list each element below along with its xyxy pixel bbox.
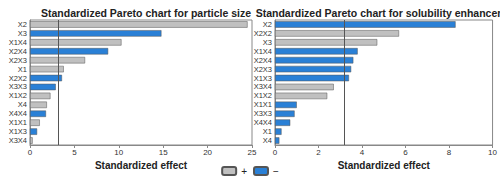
svg-text:20: 20 <box>203 148 212 157</box>
svg-text:+: + <box>241 166 247 177</box>
svg-text:X1: X1 <box>18 65 27 74</box>
svg-text:Standardized effect: Standardized effect <box>95 160 188 171</box>
svg-text:X2: X2 <box>263 20 272 29</box>
svg-text:X3X3: X3X3 <box>254 109 272 118</box>
svg-text:X1X2: X1X2 <box>9 91 27 100</box>
svg-text:X1X4: X1X4 <box>9 38 27 47</box>
svg-text:X2X3: X2X3 <box>254 65 272 74</box>
svg-text:X2X3: X2X3 <box>9 56 27 65</box>
svg-text:−: − <box>273 166 279 177</box>
svg-text:X2X2: X2X2 <box>9 74 27 83</box>
svg-text:Standardized Pareto chart for: Standardized Pareto chart for solubility… <box>256 7 500 19</box>
svg-text:4: 4 <box>360 148 365 157</box>
svg-text:X2: X2 <box>18 20 27 29</box>
svg-text:X1X3: X1X3 <box>254 74 272 83</box>
svg-text:X4X4: X4X4 <box>9 109 27 118</box>
svg-text:0: 0 <box>28 148 33 157</box>
svg-text:2: 2 <box>316 148 321 157</box>
svg-text:X1X1: X1X1 <box>254 100 272 109</box>
svg-text:X1X1: X1X1 <box>9 118 27 127</box>
svg-text:X3X3: X3X3 <box>9 82 27 91</box>
svg-text:0: 0 <box>273 148 278 157</box>
svg-text:Standardized Pareto chart for: Standardized Pareto chart for particle s… <box>41 7 251 19</box>
svg-text:X3: X3 <box>18 29 27 38</box>
svg-text:X1X3: X1X3 <box>9 127 27 136</box>
svg-text:10: 10 <box>488 148 497 157</box>
svg-text:X3: X3 <box>263 38 272 47</box>
svg-text:5: 5 <box>72 148 77 157</box>
svg-text:10: 10 <box>114 148 123 157</box>
svg-text:8: 8 <box>447 148 452 157</box>
svg-text:X4: X4 <box>263 136 272 145</box>
svg-text:X1X2: X1X2 <box>254 91 272 100</box>
svg-text:25: 25 <box>248 148 257 157</box>
svg-text:X4X4: X4X4 <box>254 118 272 127</box>
svg-text:6: 6 <box>403 148 408 157</box>
svg-text:X4: X4 <box>18 100 27 109</box>
svg-text:X3X4: X3X4 <box>9 136 27 145</box>
svg-text:X2X4: X2X4 <box>9 47 27 56</box>
svg-text:X3X4: X3X4 <box>254 82 272 91</box>
svg-text:Standardized effect: Standardized effect <box>338 160 431 171</box>
svg-text:15: 15 <box>159 148 168 157</box>
svg-text:X1X4: X1X4 <box>254 47 272 56</box>
svg-text:X2X2: X2X2 <box>254 29 272 38</box>
svg-text:X2X4: X2X4 <box>254 56 272 65</box>
svg-text:X1: X1 <box>263 127 272 136</box>
